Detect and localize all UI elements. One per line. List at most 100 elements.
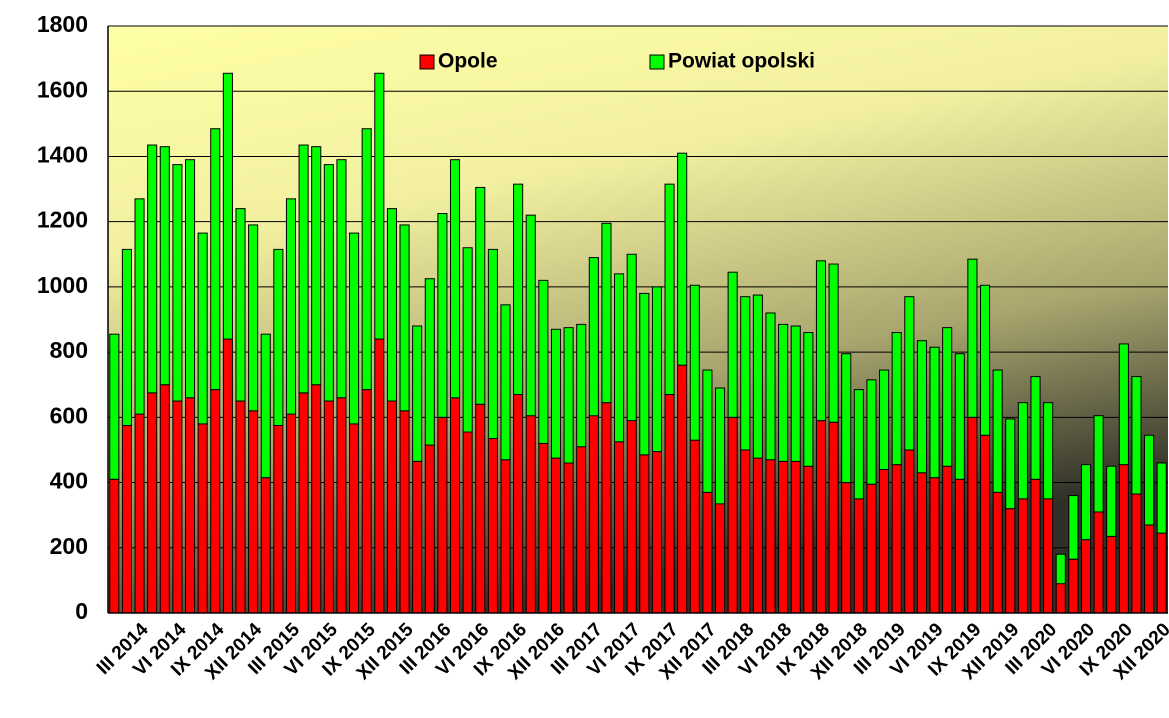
bar-segment bbox=[752, 457, 763, 614]
bar-segment bbox=[563, 462, 574, 614]
bar-segment bbox=[298, 392, 309, 614]
bar-segment bbox=[475, 186, 486, 405]
bar-segment bbox=[614, 273, 625, 443]
y-tick-label: 200 bbox=[50, 533, 88, 559]
bar-segment bbox=[550, 457, 562, 614]
bar-segment bbox=[336, 159, 347, 399]
bar-segment bbox=[828, 421, 839, 614]
bar-segment bbox=[361, 128, 372, 391]
bar-segment bbox=[449, 159, 461, 399]
bar-segment bbox=[273, 248, 284, 426]
bar-segment bbox=[399, 224, 410, 412]
bar-segment bbox=[147, 392, 158, 614]
bar-segment bbox=[121, 248, 132, 426]
bar-segment bbox=[601, 222, 612, 404]
bar-segment bbox=[1080, 539, 1092, 614]
bar-segment bbox=[298, 144, 309, 394]
bar-segment bbox=[1106, 535, 1117, 614]
bar-segment bbox=[285, 198, 297, 415]
bar-segment bbox=[1030, 478, 1041, 614]
bar-segment bbox=[979, 284, 991, 436]
bar-segment bbox=[677, 364, 688, 614]
bar-segment bbox=[109, 333, 120, 480]
y-tick-label: 1600 bbox=[37, 76, 88, 102]
legend-label: Opole bbox=[438, 50, 498, 73]
bar-segment bbox=[1106, 465, 1117, 537]
bar-segment bbox=[1080, 464, 1092, 541]
bar-segment bbox=[702, 491, 713, 614]
bar-segment bbox=[109, 478, 120, 614]
bar-segment bbox=[778, 460, 789, 614]
plot-area bbox=[108, 26, 1168, 613]
bar-segment bbox=[260, 477, 271, 614]
bar-segment bbox=[449, 397, 461, 614]
bar-segment bbox=[235, 400, 246, 614]
bar-segment bbox=[929, 477, 940, 614]
y-tick-label: 400 bbox=[50, 468, 88, 494]
bar-segment bbox=[500, 459, 511, 614]
bar-segment bbox=[462, 431, 473, 614]
bar-segment bbox=[689, 439, 700, 614]
bar-segment bbox=[677, 152, 688, 366]
bar-segment bbox=[361, 389, 372, 614]
bar-segment bbox=[576, 323, 587, 448]
bar-segment bbox=[550, 328, 562, 459]
bar-segment bbox=[1017, 402, 1028, 500]
bar-segment bbox=[311, 146, 322, 386]
bar-segment bbox=[626, 253, 637, 422]
bar-segment bbox=[1131, 493, 1142, 614]
bar-segment bbox=[1156, 462, 1167, 534]
bar-segment bbox=[1043, 498, 1054, 614]
bar-segment bbox=[588, 257, 599, 417]
bar-segment bbox=[740, 296, 751, 451]
bar-segment bbox=[916, 340, 927, 474]
bar-segment bbox=[475, 403, 486, 614]
bar-segment bbox=[525, 415, 536, 614]
bar-segment bbox=[1118, 343, 1129, 466]
bar-segment bbox=[386, 208, 397, 402]
bar-segment bbox=[841, 353, 852, 484]
bar-segment bbox=[487, 248, 498, 440]
bar-segment bbox=[967, 258, 978, 418]
bar-segment bbox=[349, 232, 360, 425]
bar-segment bbox=[639, 454, 650, 614]
bar-segment bbox=[664, 183, 675, 396]
bar-segment bbox=[841, 482, 852, 614]
bar-segment bbox=[424, 444, 435, 614]
bar-segment bbox=[513, 183, 524, 396]
legend-swatch bbox=[649, 54, 665, 70]
bar-segment bbox=[1030, 376, 1041, 480]
bar-segment bbox=[803, 465, 814, 614]
bar-segment bbox=[815, 420, 827, 614]
bar-segment bbox=[273, 424, 284, 614]
bar-segment bbox=[942, 465, 953, 614]
bar-segment bbox=[1144, 524, 1155, 614]
y-tick-label: 800 bbox=[50, 337, 88, 363]
bar-segment bbox=[323, 400, 334, 614]
bar-segment bbox=[992, 369, 1003, 493]
bar-segment bbox=[916, 472, 927, 614]
bar-segment bbox=[828, 263, 839, 423]
bar-segment bbox=[462, 247, 473, 433]
bar-segment bbox=[210, 128, 221, 391]
bar-segment bbox=[765, 459, 776, 614]
bar-segment bbox=[1093, 415, 1104, 513]
bar-segment bbox=[525, 214, 536, 417]
bar-segment bbox=[891, 332, 902, 466]
bar-segment bbox=[412, 325, 423, 462]
bar-segment bbox=[651, 286, 662, 453]
bar-segment bbox=[1068, 495, 1079, 560]
bar-segment bbox=[904, 449, 915, 614]
bar-segment bbox=[500, 304, 511, 461]
bar-segment bbox=[740, 449, 751, 614]
bar-segment bbox=[184, 397, 196, 614]
bar-segment bbox=[197, 423, 208, 614]
bar-segment bbox=[942, 327, 953, 467]
y-tick-label: 1000 bbox=[37, 272, 88, 298]
bar-segment bbox=[752, 294, 763, 459]
bar-segment bbox=[248, 410, 259, 614]
bar-segment bbox=[1005, 418, 1016, 510]
bar-segment bbox=[967, 416, 978, 614]
bar-segment bbox=[1055, 553, 1066, 585]
